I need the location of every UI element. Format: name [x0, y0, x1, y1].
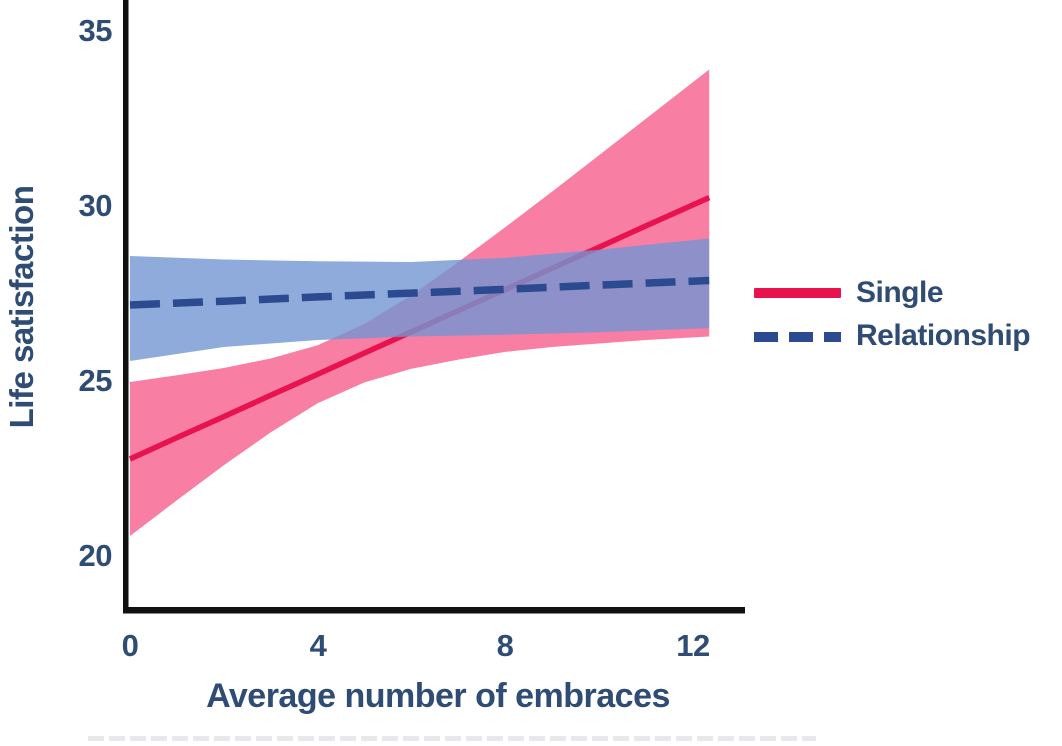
- relationship-regression-line: [129, 276, 710, 309]
- x-axis-title: Average number of embraces: [206, 677, 670, 715]
- series-layer: [128, 69, 711, 536]
- x-tick-0: 0: [121, 628, 139, 663]
- legend-relationship-dashed-swatch: [754, 332, 841, 342]
- x-axis-line: [123, 607, 745, 614]
- legend-single-line-swatch: [754, 288, 841, 298]
- relationship-confidence-band: [130, 238, 710, 361]
- y-axis-title: Life satisfaction: [3, 185, 40, 429]
- y-axis-line: [123, 0, 129, 614]
- x-tick-12: 12: [676, 628, 710, 663]
- y-tick-35: 35: [78, 13, 113, 48]
- legend-relationship-label: Relationship: [856, 319, 1031, 352]
- x-tick-8: 8: [496, 628, 514, 663]
- bottom-dashed-artifact: [88, 736, 816, 741]
- legend-single-label: Single: [856, 276, 944, 309]
- x-tick-4: 4: [309, 628, 327, 663]
- y-tick-20: 20: [78, 538, 113, 573]
- y-tick-30: 30: [78, 188, 113, 223]
- y-tick-25: 25: [78, 363, 113, 398]
